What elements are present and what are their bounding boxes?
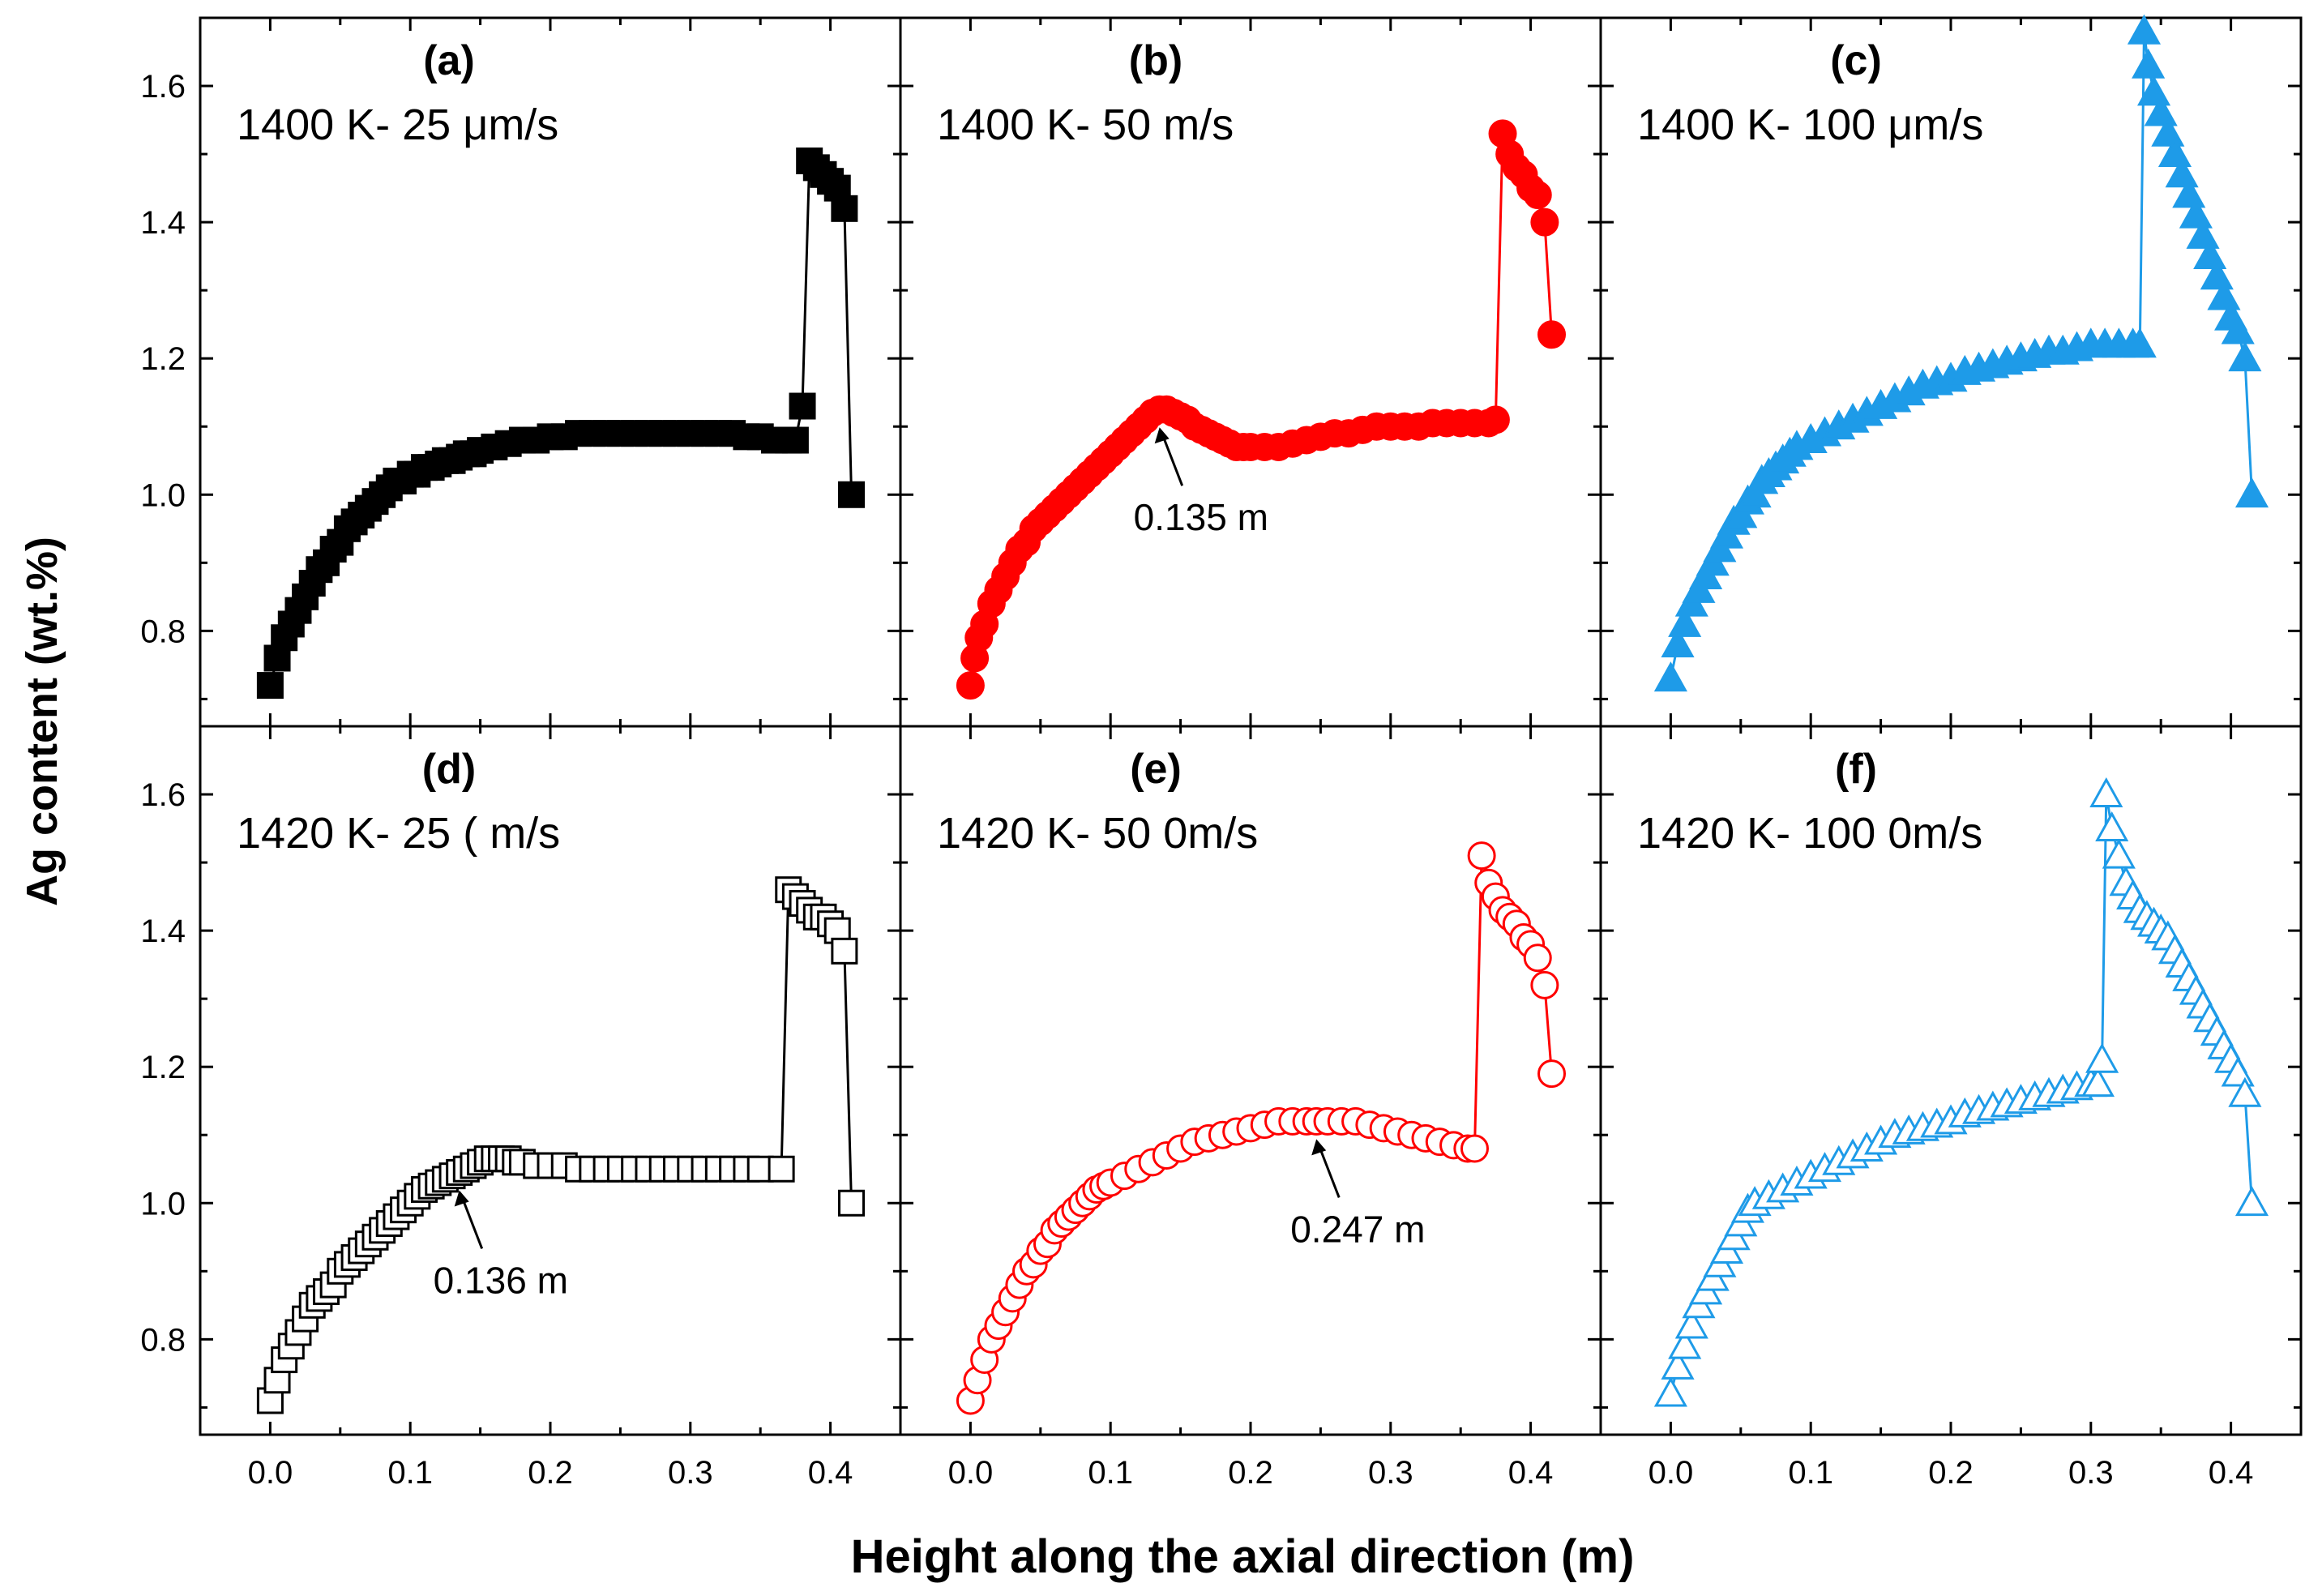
chart-panel-f: 0.0 0.1 0.2 0.3 0.4 (f) 1420 K- 100 0m/s	[1599, 725, 2303, 1491]
data-point	[2123, 327, 2157, 358]
data-point	[2228, 341, 2262, 372]
x-tick-label: 0.0	[248, 1455, 293, 1491]
panel-label: (e)	[1130, 746, 1182, 793]
x-tick-label: 0.3	[1368, 1455, 1413, 1491]
y-tick-label: 1.4	[140, 914, 186, 949]
data-point	[1467, 841, 1496, 871]
panel-title: 1420 K- 50 0m/s	[937, 809, 1258, 858]
annotation-label: 0.247 m	[1290, 1208, 1425, 1250]
y-tick-label: 1.4	[140, 205, 186, 241]
x-tick-label: 0.2	[1928, 1455, 1974, 1491]
annotation-arrow	[454, 1190, 484, 1249]
data-point	[1661, 1349, 1695, 1380]
y-tick-label: 1.2	[140, 341, 186, 377]
series-line	[268, 887, 853, 1401]
y-tick-label: 1.2	[140, 1050, 186, 1085]
x-tick-label: 0.4	[1508, 1455, 1554, 1491]
data-point	[1661, 627, 1695, 658]
data-point	[2234, 1186, 2269, 1217]
data-point	[2127, 14, 2162, 45]
data-point	[789, 392, 816, 420]
data-point	[256, 672, 284, 700]
y-tick-label: 0.8	[140, 614, 186, 649]
data-point	[831, 195, 858, 222]
panel-title: 1400 K- 50 m/s	[937, 101, 1234, 149]
data-point	[2080, 1067, 2115, 1098]
x-tick-label: 0.1	[1088, 1455, 1133, 1491]
data-point	[2102, 838, 2136, 869]
data-point	[956, 671, 985, 700]
y-tick-label: 1.6	[140, 777, 186, 813]
chart-panel-a: 0.8 1.0 1.2 1.4 1.6 (a) 1400 K- 25 μm/s	[140, 16, 902, 728]
x-tick-label: 0.3	[2068, 1455, 2114, 1491]
series-line	[268, 158, 853, 686]
data-point	[838, 1189, 866, 1217]
annotation-label: 0.135 m	[1134, 496, 1268, 538]
x-tick-label: 0.1	[1788, 1455, 1833, 1491]
data-point	[1653, 1376, 1687, 1407]
chart-panel-b: (b) 1400 K- 50 m/s 0.135 m	[899, 16, 1602, 728]
y-axis-label: Ag content (wt.%)	[18, 537, 66, 906]
panel-label: (a)	[423, 37, 475, 84]
annotation-arrow	[1154, 427, 1184, 486]
data-point	[1530, 970, 1559, 999]
x-tick-label: 0.4	[808, 1455, 853, 1491]
x-tick-label: 0.1	[387, 1455, 433, 1491]
data-point	[2228, 1076, 2262, 1107]
y-tick-label: 1.0	[140, 1186, 186, 1222]
data-point	[838, 481, 866, 508]
x-axis-label: Height along the axial direction (m)	[851, 1530, 1635, 1583]
x-tick-label: 0.2	[528, 1455, 573, 1491]
data-point	[781, 426, 809, 454]
x-tick-label: 0.0	[948, 1455, 994, 1491]
chart-panel-c: (c) 1400 K- 100 μm/s	[1599, 14, 2303, 728]
panel-title: 1400 K- 25 μm/s	[237, 101, 558, 149]
series-line	[1669, 794, 2253, 1394]
data-point	[1530, 208, 1559, 237]
x-tick-label: 0.0	[1649, 1455, 1694, 1491]
data-point	[1668, 1329, 1702, 1359]
panel-title: 1420 K- 100 0m/s	[1637, 809, 1982, 858]
panel-title: 1400 K- 100 μm/s	[1637, 101, 1983, 149]
data-point	[831, 937, 858, 965]
data-point	[1537, 1059, 1567, 1089]
data-point	[2095, 811, 2129, 841]
data-point	[1653, 661, 1687, 692]
data-point	[1668, 606, 1702, 637]
annotation-label: 0.136 m	[434, 1259, 568, 1301]
data-point	[1523, 181, 1552, 209]
y-tick-label: 0.8	[140, 1322, 186, 1358]
panels: 0.8 1.0 1.2 1.4 1.6 (a) 1400 K- 25 μm/s (b) 1400…	[140, 14, 2303, 1491]
data-point	[1537, 320, 1567, 349]
x-tick-label: 0.3	[668, 1455, 713, 1491]
y-tick-label: 1.0	[140, 477, 186, 513]
data-point	[1460, 1134, 1489, 1163]
data-point	[768, 1155, 795, 1183]
panel-label: (c)	[1830, 37, 1882, 84]
data-point	[2234, 477, 2269, 508]
panel-title: 1420 K- 25 ( m/s	[237, 809, 560, 858]
chart-panel-d: 0.8 1.0 1.2 1.4 1.6 0.0 0.1 0.2 0.3 0.4 (d) 1420 K-…	[140, 725, 902, 1491]
x-tick-label: 0.4	[2209, 1455, 2254, 1491]
chart-panel-e: 0.0 0.1 0.2 0.3 0.4 (e) 1420 K- 50 0m/s 0.247 m	[899, 725, 1602, 1491]
panel-label: (d)	[422, 746, 476, 793]
x-tick-label: 0.2	[1228, 1455, 1273, 1491]
annotation-arrow	[1311, 1139, 1341, 1198]
data-point	[2221, 314, 2255, 344]
data-point	[2132, 48, 2166, 79]
data-point	[2085, 1042, 2119, 1073]
y-tick-label: 1.6	[140, 69, 186, 105]
panel-label: (f)	[1835, 746, 1877, 793]
data-point	[1523, 943, 1552, 973]
panel-label: (b)	[1129, 37, 1182, 84]
data-point	[2089, 777, 2123, 807]
data-point	[1674, 1308, 1708, 1339]
data-point	[1481, 405, 1510, 434]
